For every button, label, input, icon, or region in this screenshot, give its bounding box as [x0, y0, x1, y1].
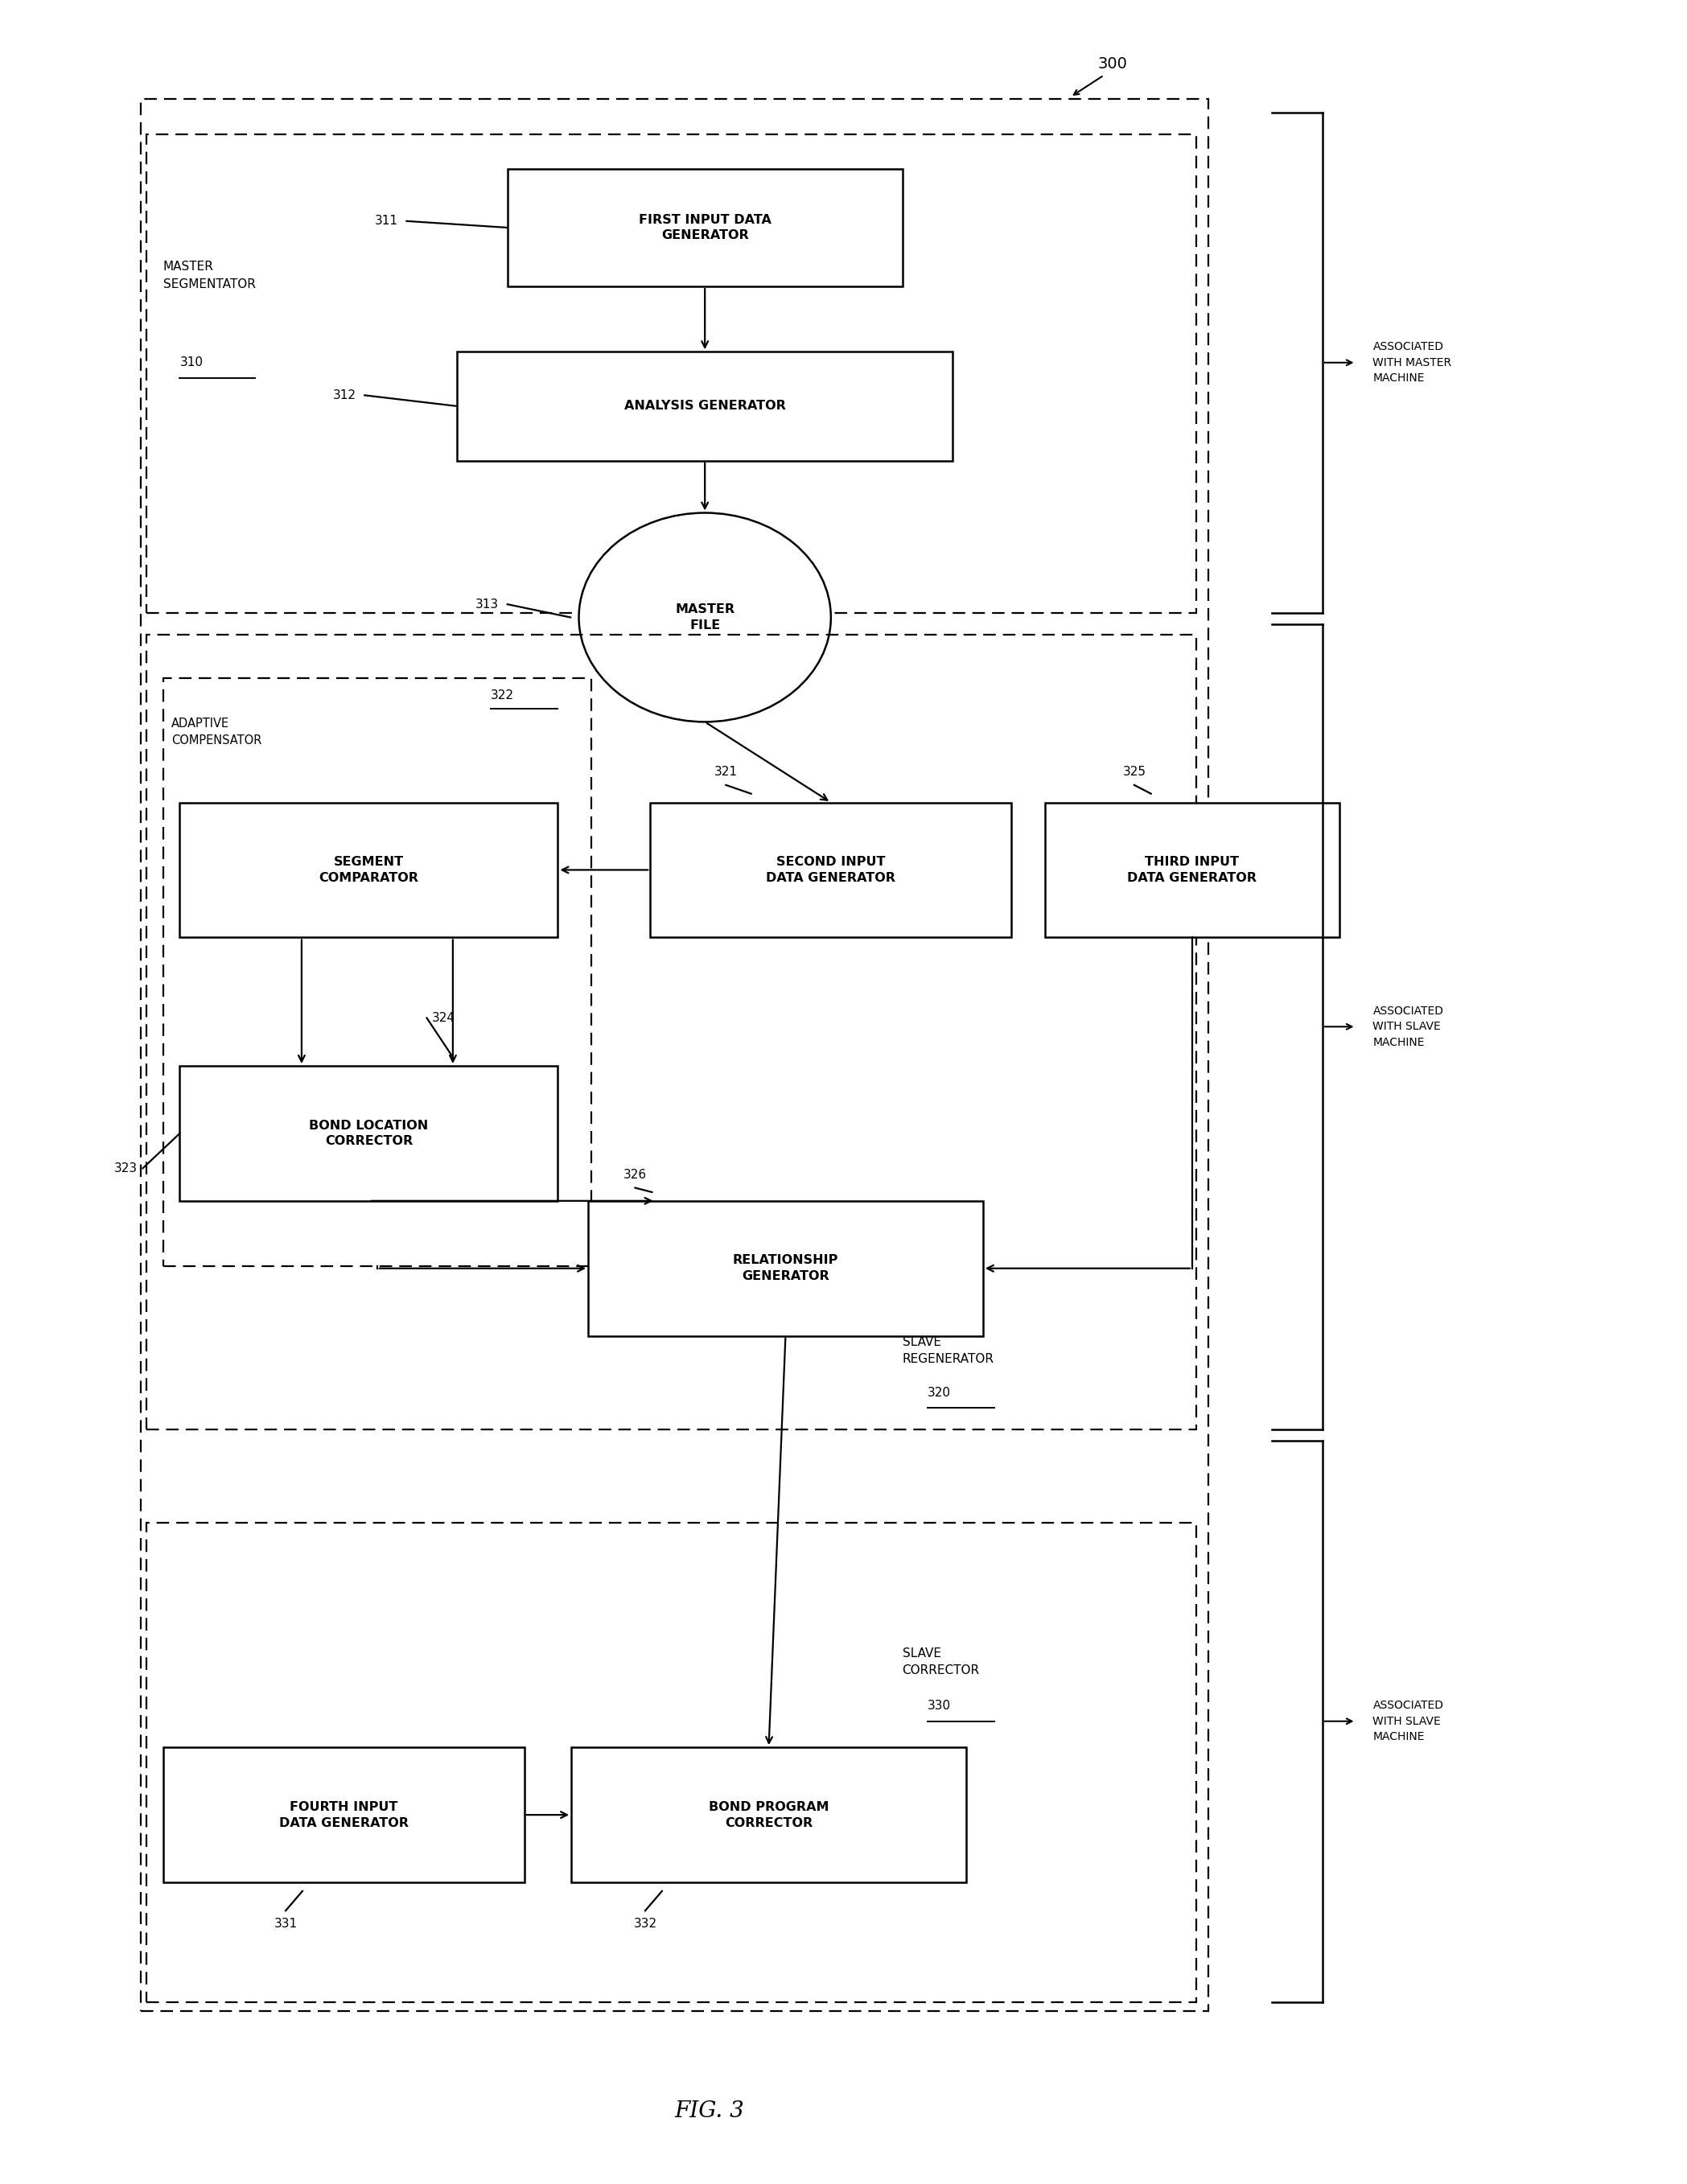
Text: 325: 325 — [1122, 767, 1145, 778]
Ellipse shape — [579, 513, 832, 723]
Text: 322: 322 — [491, 690, 515, 701]
Text: 313: 313 — [476, 598, 499, 609]
Text: 331: 331 — [273, 1918, 297, 1931]
Text: 321: 321 — [714, 767, 737, 778]
Bar — [181, 802, 558, 937]
Text: SLAVE
REGENERATOR: SLAVE REGENERATOR — [903, 1337, 994, 1365]
Bar — [181, 1066, 558, 1201]
Bar — [649, 802, 1012, 937]
Text: SLAVE
CORRECTOR: SLAVE CORRECTOR — [903, 1647, 980, 1675]
Text: 323: 323 — [115, 1162, 138, 1175]
Bar — [572, 1747, 967, 1883]
Text: THIRD INPUT
DATA GENERATOR: THIRD INPUT DATA GENERATOR — [1127, 856, 1257, 885]
Text: 311: 311 — [375, 214, 398, 227]
Text: ASSOCIATED
WITH MASTER
MACHINE: ASSOCIATED WITH MASTER MACHINE — [1373, 341, 1453, 384]
Text: 326: 326 — [624, 1168, 646, 1182]
Text: ASSOCIATED
WITH SLAVE
MACHINE: ASSOCIATED WITH SLAVE MACHINE — [1373, 1699, 1444, 1743]
Text: ASSOCIATED
WITH SLAVE
MACHINE: ASSOCIATED WITH SLAVE MACHINE — [1373, 1005, 1444, 1048]
Text: FIRST INPUT DATA
GENERATOR: FIRST INPUT DATA GENERATOR — [639, 214, 771, 242]
Bar — [508, 168, 903, 286]
Bar — [142, 98, 1208, 2011]
Text: 332: 332 — [634, 1918, 656, 1931]
Text: FIG. 3: FIG. 3 — [675, 2101, 744, 2123]
Text: 320: 320 — [928, 1387, 951, 1398]
Text: FOURTH INPUT
DATA GENERATOR: FOURTH INPUT DATA GENERATOR — [278, 1802, 408, 1828]
Text: ANALYSIS GENERATOR: ANALYSIS GENERATOR — [624, 400, 786, 413]
Text: 300: 300 — [1098, 57, 1127, 72]
Text: RELATIONSHIP
GENERATOR: RELATIONSHIP GENERATOR — [732, 1254, 838, 1282]
Bar — [147, 636, 1196, 1431]
Text: 312: 312 — [332, 389, 356, 402]
Text: BOND LOCATION
CORRECTOR: BOND LOCATION CORRECTOR — [309, 1120, 428, 1147]
Bar — [1046, 802, 1339, 937]
Text: MASTER
SEGMENTATOR: MASTER SEGMENTATOR — [164, 262, 255, 290]
Text: 330: 330 — [928, 1699, 951, 1712]
Text: 324: 324 — [432, 1011, 455, 1024]
Text: ADAPTIVE
COMPENSATOR: ADAPTIVE COMPENSATOR — [172, 719, 261, 747]
Bar — [164, 1747, 525, 1883]
Bar — [164, 679, 592, 1267]
Bar — [147, 133, 1196, 614]
Text: MASTER
FILE: MASTER FILE — [675, 603, 736, 631]
Text: SECOND INPUT
DATA GENERATOR: SECOND INPUT DATA GENERATOR — [766, 856, 896, 885]
Text: SEGMENT
COMPARATOR: SEGMENT COMPARATOR — [319, 856, 418, 885]
Bar — [147, 1522, 1196, 2003]
Text: BOND PROGRAM
CORRECTOR: BOND PROGRAM CORRECTOR — [709, 1802, 828, 1828]
Bar — [589, 1201, 984, 1337]
Bar — [457, 352, 953, 461]
Text: 310: 310 — [181, 356, 202, 369]
